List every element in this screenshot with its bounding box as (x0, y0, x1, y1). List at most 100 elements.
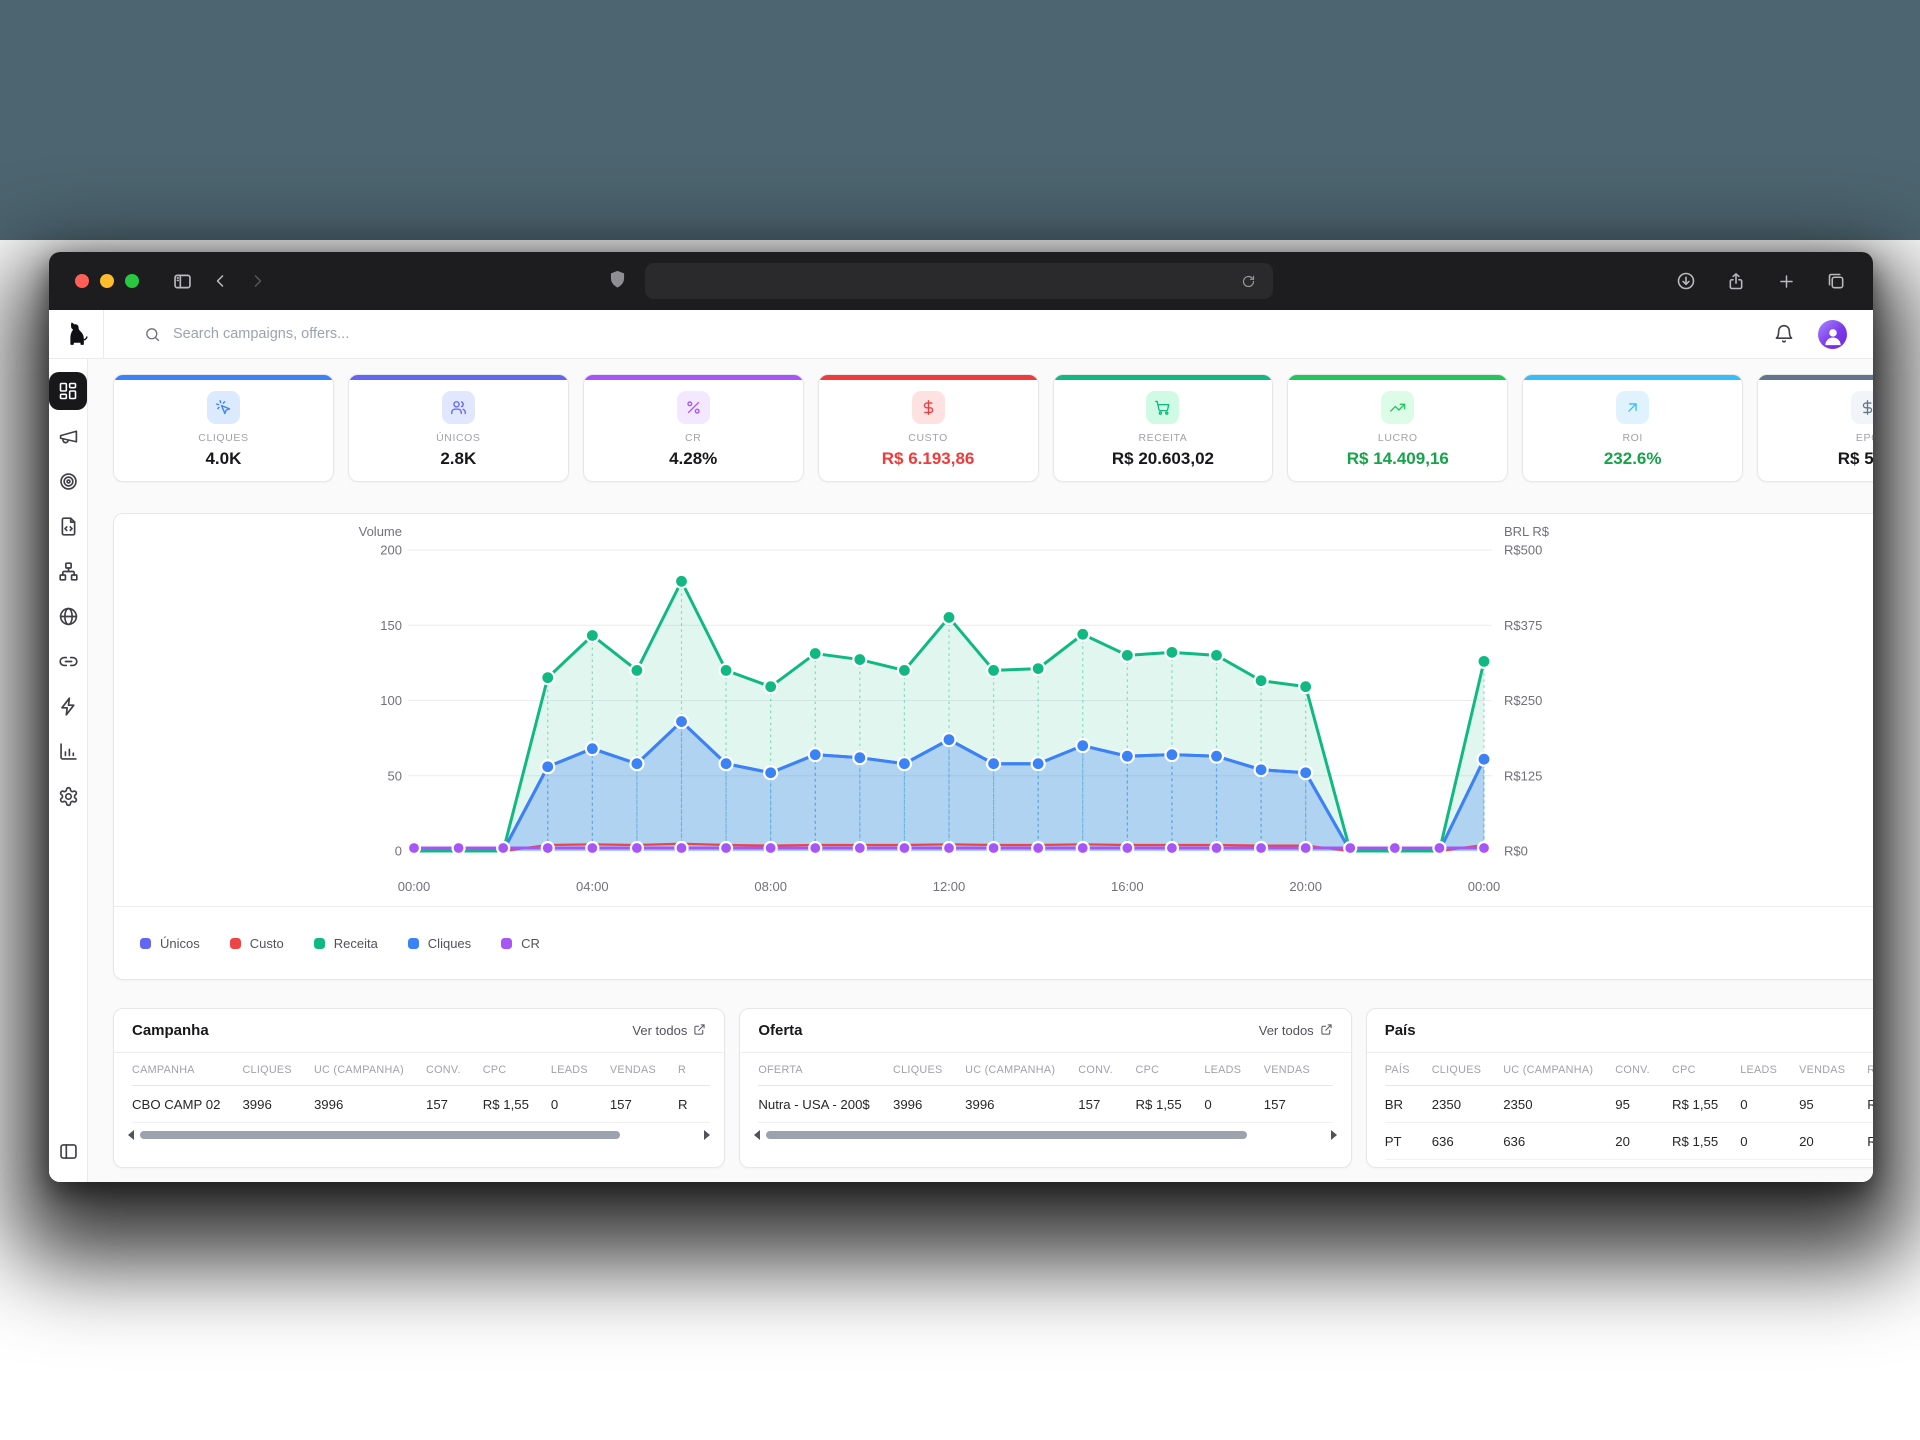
table-cell: 95 (1615, 1085, 1672, 1123)
sidebar-toggle-icon[interactable] (167, 266, 197, 296)
legend-item-unicos[interactable]: Únicos (140, 936, 200, 951)
search-input[interactable] (173, 326, 593, 342)
tab-overview-icon[interactable] (1821, 266, 1851, 296)
target-icon (58, 471, 79, 492)
svg-text:100: 100 (380, 693, 402, 708)
legend-label: Receita (333, 936, 378, 951)
forward-icon[interactable] (243, 266, 273, 296)
scroll-left-icon[interactable] (128, 1130, 134, 1140)
sidebar-item-globe[interactable] (49, 597, 87, 635)
new-tab-icon[interactable] (1771, 266, 1801, 296)
kpi-card-custo[interactable]: CUSTO R$ 6.193,86 (817, 374, 1039, 482)
table-row[interactable]: CBO CAMP 02 3996 3996 157 R$ 1,55 0 157 R (132, 1085, 710, 1123)
pais-table: PAÍS CLIQUES UC (CAMPANHA) CONV. CPC LEADS VEN… (1384, 1053, 1873, 1160)
downloads-icon[interactable] (1671, 266, 1701, 296)
chart-card: 200 R$500 150 R$375 100 R$250 50 R$125 0 R$0 Volum… (113, 513, 1873, 980)
column-header: CAMPANHA (132, 1053, 243, 1086)
ver-todos-link[interactable]: Ver todos (632, 1023, 706, 1039)
kpi-card-cr[interactable]: CR 4.28% (582, 374, 804, 482)
sidebar-item-zap[interactable] (49, 687, 87, 725)
svg-text:00:00: 00:00 (398, 879, 431, 894)
scrollbar-track[interactable] (140, 1131, 698, 1139)
table-title: Campanha (132, 1022, 209, 1039)
legend-item-custo[interactable]: Custo (229, 936, 284, 951)
table-cell: 2350 (1503, 1085, 1616, 1123)
sidebar-item-file-code[interactable] (49, 507, 87, 545)
sidebar-item-link[interactable] (49, 642, 87, 680)
notifications-bell-icon[interactable] (1774, 324, 1794, 344)
legend-item-receita[interactable]: Receita (313, 936, 378, 951)
table-cell: 0 (550, 1085, 610, 1123)
kpi-value: 4.0K (205, 449, 242, 468)
scrollbar-track[interactable] (766, 1131, 1324, 1139)
legend-item-cr[interactable]: CR (501, 936, 540, 951)
svg-text:Volume: Volume (359, 524, 402, 539)
scrollbar-thumb[interactable] (140, 1131, 621, 1139)
table-title: País (1384, 1022, 1416, 1039)
sidebar-item-dashboard[interactable] (49, 372, 87, 410)
column-header: CLIQUES (893, 1053, 966, 1086)
kpi-card-cliques[interactable]: CLIQUES 4.0K (113, 374, 334, 482)
legend-item-cliques[interactable]: Cliques (407, 936, 472, 951)
file-code-icon (58, 516, 79, 537)
trending-up-icon (1381, 391, 1415, 424)
horizontal-scrollbar (128, 1128, 711, 1142)
zoom-window-button[interactable] (125, 274, 139, 288)
window-controls (75, 274, 139, 288)
column-header: PAÍS (1384, 1053, 1432, 1086)
table-row[interactable]: Nutra - USA - 200$ 3996 3996 157 R$ 1,55 0 157 (758, 1085, 1333, 1123)
dollar-icon (911, 391, 945, 424)
user-avatar[interactable] (1818, 319, 1847, 349)
kpi-card-unicos[interactable]: ÚNICOS 2.8K (347, 374, 569, 482)
back-icon[interactable] (205, 266, 235, 296)
arrow-up-right-icon (1616, 391, 1650, 424)
sidebar-item-target[interactable] (49, 462, 87, 500)
megaphone-icon (58, 426, 79, 447)
column-header: LEADS (550, 1053, 610, 1086)
kpi-card-lucro[interactable]: LUCRO R$ 14.409,16 (1287, 374, 1509, 482)
kpi-value: R$ 6.193,86 (881, 449, 975, 468)
kpi-card-epc[interactable]: EPC R$ 5,16 (1757, 374, 1873, 482)
reload-icon[interactable] (1233, 266, 1263, 296)
url-bar[interactable] (645, 263, 1273, 299)
pais-table-card: País PAÍS CLIQUES UC (CAMPANHA) CONV. CPC LEA… (1365, 1008, 1873, 1168)
sidebar-item-network[interactable] (49, 552, 87, 590)
kpi-value: R$ 5,16 (1837, 449, 1873, 468)
oferta-table: OFERTA CLIQUES UC (CAMPANHA) CONV. CPC LEADS V… (758, 1053, 1333, 1123)
ver-todos-link[interactable]: Ver todos (1259, 1023, 1333, 1039)
kpi-card-receita[interactable]: RECEITA R$ 20.603,02 (1052, 374, 1274, 482)
table-cell: PT (1384, 1122, 1432, 1160)
close-window-button[interactable] (75, 274, 89, 288)
volume-brl-chart: 200 R$500 150 R$375 100 R$250 50 R$125 0 R$0 Volum… (359, 524, 1550, 894)
kpi-label: RECEITA (1138, 432, 1188, 444)
scroll-right-icon[interactable] (1330, 1130, 1337, 1140)
scroll-right-icon[interactable] (704, 1130, 711, 1140)
logo-dog-icon (69, 321, 88, 345)
sidebar-item-megaphone[interactable] (49, 417, 87, 455)
minimize-window-button[interactable] (100, 274, 114, 288)
legend-label: Cliques (427, 936, 472, 951)
svg-text:R$0: R$0 (1504, 844, 1528, 859)
privacy-shield-icon[interactable] (607, 269, 628, 295)
sidebar-item-settings[interactable] (49, 777, 87, 815)
scrollbar-thumb[interactable] (766, 1131, 1247, 1139)
dollar-icon (1851, 391, 1873, 424)
kpi-card-roi[interactable]: ROI 232.6% (1522, 374, 1744, 482)
table-cell: 157 (609, 1085, 679, 1123)
table-cell: 3996 (893, 1085, 966, 1123)
column-header: CLIQUES (242, 1053, 314, 1086)
scroll-left-icon[interactable] (754, 1130, 761, 1140)
tables-row: Campanha Ver todos CAMPANHA CLIQUES UC (CA… (113, 1008, 1873, 1168)
receita-swatch-icon (313, 938, 325, 949)
share-icon[interactable] (1721, 266, 1751, 296)
sidebar-item-panel-left[interactable] (49, 1132, 87, 1170)
app-logo[interactable] (49, 310, 104, 358)
column-header: VENDAS (1799, 1053, 1868, 1086)
cursor-click-icon (206, 391, 240, 424)
campanha-table-card: Campanha Ver todos CAMPANHA CLIQUES UC (CA… (113, 1008, 726, 1168)
sidebar-item-chart-column[interactable] (49, 732, 87, 770)
table-cell: Nutra - USA - 200$ (758, 1085, 893, 1123)
browser-titlebar (49, 252, 1873, 310)
